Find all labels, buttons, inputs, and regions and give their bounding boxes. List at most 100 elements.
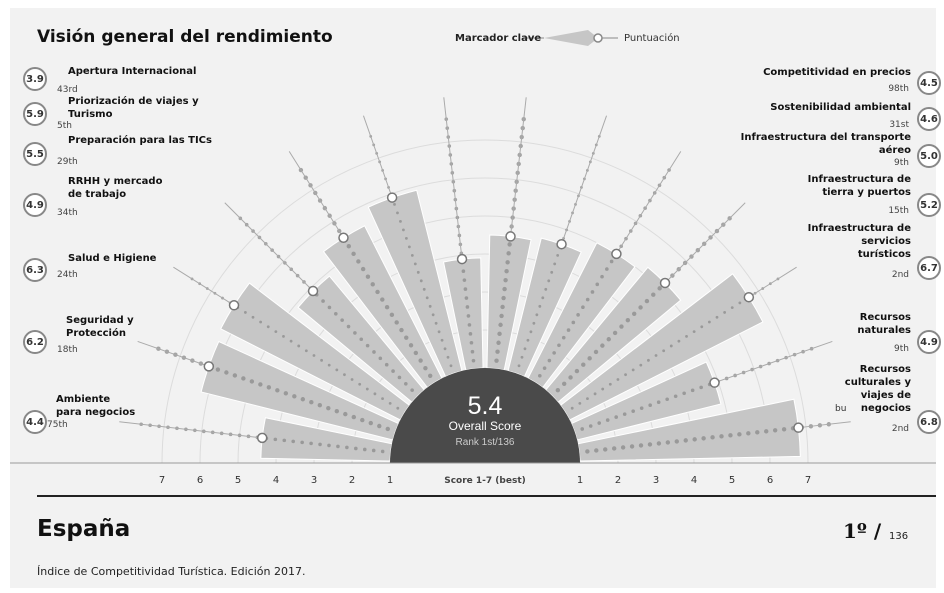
rank-ict-readiness: 29th	[57, 157, 78, 167]
leader-line	[137, 340, 209, 367]
key-marker-bead	[362, 447, 367, 452]
rank-business-environment: 75th	[47, 420, 68, 430]
key-marker-bead	[605, 267, 609, 271]
key-marker-bead	[399, 219, 402, 223]
key-marker-bead	[566, 328, 571, 332]
score-badge-ict-readiness: 5.5	[23, 142, 47, 166]
key-marker-bead	[656, 441, 662, 446]
key-marker-bead	[728, 433, 733, 438]
pillar-label-line: servicios	[861, 236, 911, 247]
pillar-label-line: Apertura Internacional	[68, 66, 197, 77]
key-marker-bead	[300, 440, 304, 445]
key-marker-bead	[669, 344, 673, 348]
overall-score-semicircle	[390, 368, 580, 463]
pillar-label-line: Competitividad en precios	[763, 67, 911, 78]
key-marker-bead	[601, 387, 605, 391]
key-marker-bead	[606, 337, 611, 342]
key-marker-bead	[365, 274, 371, 279]
key-marker-bead	[465, 305, 470, 309]
pillar-label-line: Protección	[66, 328, 126, 339]
key-marker-bead	[345, 445, 349, 450]
key-marker-bead	[326, 405, 331, 411]
score-badge-travel-prioritization: 5.9	[23, 102, 47, 126]
key-marker-bead	[502, 286, 507, 292]
key-marker-bead	[651, 292, 656, 297]
axis-tick-label: 5	[235, 475, 241, 486]
key-marker-bead	[463, 287, 468, 291]
pillar-label-line: Salud e Higiene	[68, 253, 157, 264]
key-marker-bead	[470, 349, 475, 354]
key-marker-bead	[468, 332, 473, 336]
key-marker-bead	[692, 437, 697, 442]
radial-bar-chart: 7 6 5 4 3 2 1 1 2 3 4 5 6 7 Score 1-7 (best)	[10, 30, 936, 497]
key-marker-bead	[241, 376, 246, 381]
key-marker-bead	[683, 438, 688, 443]
key-marker-bead	[764, 429, 769, 434]
score-point-3	[228, 300, 240, 311]
legend-key-marker: Marcador clave	[455, 33, 542, 44]
key-marker-bead	[317, 403, 323, 408]
key-marker-bead	[282, 438, 287, 443]
legend-wedge	[544, 30, 598, 46]
key-marker-bead	[449, 364, 453, 368]
leader-line	[443, 97, 463, 260]
axis-tick-label: 2	[349, 475, 355, 486]
key-marker-bead	[394, 320, 399, 325]
score-badge-tourist-services: 6.7	[917, 256, 941, 280]
score-point-10	[611, 248, 622, 260]
key-marker-bead	[614, 415, 618, 419]
rank-health-hygiene: 24th	[57, 270, 78, 280]
pillar-label-international-openness: Apertura Internacional	[68, 65, 196, 78]
key-marker-bead	[273, 437, 278, 442]
key-marker-bead	[585, 297, 590, 302]
key-marker-bead	[360, 266, 366, 272]
key-marker-bead	[368, 420, 373, 426]
axis-tick-label: 3	[311, 475, 317, 486]
pillar-label-cultural-resources: Recursos culturales y viajes de negocios	[845, 363, 911, 415]
key-marker-bead	[371, 448, 376, 453]
key-marker-bead	[327, 305, 332, 310]
overall-score-label: Overall Score	[448, 419, 522, 433]
score-badge-air-transport: 5.0	[917, 144, 941, 168]
stray-text: bu	[835, 404, 847, 414]
score-badge-ground-port: 5.2	[917, 193, 941, 217]
key-marker-bead	[249, 379, 255, 384]
axis-tick-label: 7	[159, 475, 165, 486]
key-marker-bead	[561, 381, 567, 387]
pillar-label-line: turísticos	[857, 249, 911, 260]
key-marker-bead	[499, 313, 504, 319]
leader-line	[288, 151, 344, 239]
score-point-9	[556, 238, 567, 250]
country-name: España	[37, 516, 131, 542]
key-marker-bead	[600, 343, 605, 348]
leader-line	[615, 151, 682, 255]
key-marker-bead	[428, 373, 433, 378]
key-marker-bead	[620, 445, 626, 450]
overall-score-value: 5.4	[467, 392, 503, 420]
key-marker-bead	[327, 443, 331, 448]
key-marker-bead	[404, 335, 409, 340]
key-marker-bead	[631, 311, 637, 317]
pillar-label-air-transport: Infraestructura del transporte aéreo	[741, 131, 911, 157]
key-marker-bead	[557, 343, 561, 348]
key-marker-bead	[425, 296, 429, 300]
key-marker-bead	[631, 368, 635, 372]
score-point-6	[386, 192, 398, 203]
key-marker-bead	[416, 270, 420, 274]
key-marker-bead	[404, 236, 408, 240]
rank-travel-prioritization: 5th	[57, 121, 72, 131]
key-marker-bead	[365, 343, 370, 348]
pillar-label-line: Infraestructura de	[807, 174, 911, 185]
key-marker-bead	[370, 282, 375, 287]
key-marker-bead	[396, 211, 399, 215]
key-marker-bead	[723, 311, 727, 314]
key-marker-bead	[343, 411, 348, 417]
key-marker-bead	[266, 385, 272, 390]
axis-tick-label: 6	[197, 475, 203, 486]
key-marker-bead	[517, 364, 521, 368]
key-marker-bead	[292, 394, 297, 399]
score-badge-human-resources: 4.9	[23, 193, 47, 217]
pillar-label-price-competitiveness: Competitividad en precios	[763, 66, 911, 79]
key-marker-bead	[555, 387, 561, 393]
key-marker-bead	[300, 397, 306, 402]
